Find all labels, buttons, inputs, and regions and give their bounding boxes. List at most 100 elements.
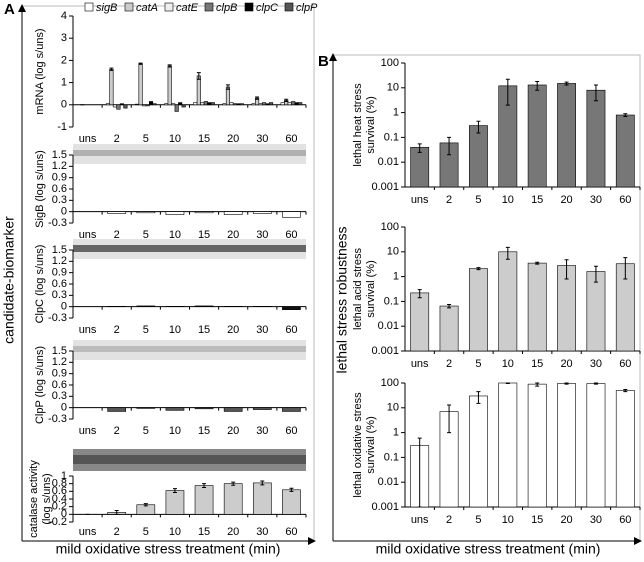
bar [269, 103, 272, 105]
blot-band [73, 150, 306, 156]
bar [259, 104, 262, 105]
bar [108, 408, 126, 412]
legend-label: clpC [256, 2, 278, 14]
bar [204, 101, 207, 104]
bar [142, 105, 145, 106]
x-tick-label: 15 [531, 194, 543, 206]
bar [208, 103, 211, 105]
x-tick-label: 15 [198, 324, 210, 336]
y-axis-title: ClpP (log s/uns) [34, 346, 46, 424]
bar [411, 293, 429, 351]
bar [282, 490, 300, 515]
y-axis-title: ClpC (log s/uns) [34, 245, 46, 324]
x-tick-label: 2 [114, 324, 120, 336]
x-tick-label: 15 [198, 526, 210, 538]
panel-label: A [4, 1, 15, 18]
x-tick-label: 10 [169, 324, 181, 336]
bar [110, 69, 113, 105]
y-tick-label: 0.001 [371, 345, 399, 357]
y-axis-title: lethal oxidative stress [352, 392, 364, 498]
x-tick-label: uns [79, 324, 97, 336]
bar [528, 263, 546, 351]
legend-label: catE [176, 2, 199, 14]
y-axis-title: survival (%) [365, 416, 377, 473]
x-tick-label: 20 [560, 514, 572, 526]
x-tick-label: 30 [256, 425, 268, 437]
x-tick-label: 5 [143, 229, 149, 241]
x-tick-label: uns [411, 514, 429, 526]
x-tick-label: 30 [590, 358, 602, 370]
y-tick-label: 1.2 [52, 160, 67, 172]
bar [137, 408, 155, 409]
y-axis-title: survival (%) [365, 260, 377, 317]
bar [201, 103, 204, 105]
y-tick-label: 0.9 [52, 267, 67, 279]
y-tick-label: 1.5 [52, 345, 67, 357]
y-tick-label: 0.1 [384, 131, 399, 143]
bar [499, 383, 517, 507]
y-tick-label: 1 [393, 271, 399, 283]
y-tick-label: 100 [381, 221, 399, 233]
x-tick-label: 20 [560, 194, 572, 206]
x-tick-label: 10 [169, 133, 181, 145]
y-tick-label: 0.01 [378, 320, 399, 332]
bar [182, 105, 185, 107]
bar [108, 212, 126, 214]
bar [266, 104, 269, 105]
x-tick-label: 10 [169, 425, 181, 437]
x-tick-label: 2 [114, 229, 120, 241]
bar [164, 104, 167, 105]
bar [411, 147, 429, 187]
x-tick-label: 30 [590, 514, 602, 526]
bar [469, 126, 487, 187]
y-tick-label: 1.2 [52, 356, 67, 368]
x-tick-label: 5 [475, 358, 481, 370]
x-tick-label: 2 [114, 526, 120, 538]
bar [166, 212, 184, 215]
bar [113, 105, 116, 107]
legend-swatch [285, 3, 293, 11]
x-tick-label: uns [411, 194, 429, 206]
x-tick-label: uns [79, 133, 97, 145]
bar [288, 103, 291, 105]
x-tick-label: 60 [285, 229, 297, 241]
legend-swatch [125, 3, 133, 11]
bar [137, 212, 155, 213]
blot-band [73, 346, 306, 352]
x-tick-label: 30 [256, 229, 268, 241]
x-tick-label: 60 [285, 526, 297, 538]
x-tick-label: 60 [619, 358, 631, 370]
bar [557, 384, 575, 507]
bar [224, 484, 242, 515]
y-tick-label: 0.3 [52, 289, 67, 301]
x-tick-label: 30 [256, 526, 268, 538]
x-tick-label: 30 [590, 194, 602, 206]
bar [224, 212, 242, 215]
x-tick-label: 60 [285, 425, 297, 437]
bar [195, 486, 213, 515]
x-tick-label: 5 [143, 324, 149, 336]
bar [211, 103, 214, 105]
y-axis-title: SigB (log s/uns) [34, 150, 46, 228]
x-tick-label: 30 [256, 133, 268, 145]
x-tick-label: 20 [227, 526, 239, 538]
y-tick-label: 0.3 [52, 390, 67, 402]
bar [106, 104, 109, 105]
bar [469, 269, 487, 351]
y-tick-label: 0.1 [384, 451, 399, 463]
bar [253, 212, 271, 214]
x-tick-label: 10 [169, 229, 181, 241]
bar [120, 104, 123, 105]
bar [137, 306, 155, 307]
y-tick-label: 10 [387, 82, 399, 94]
bar [281, 103, 284, 105]
bar [262, 103, 265, 105]
x-tick-label: 5 [475, 194, 481, 206]
y-axis-title: (log s/uns) [41, 473, 53, 524]
y-tick-label: 0 [61, 301, 67, 313]
panel-label: B [318, 53, 329, 70]
bar [117, 105, 120, 109]
bar [499, 252, 517, 351]
y-tick-label: 2 [61, 54, 67, 66]
y-tick-label: 1 [61, 470, 67, 482]
